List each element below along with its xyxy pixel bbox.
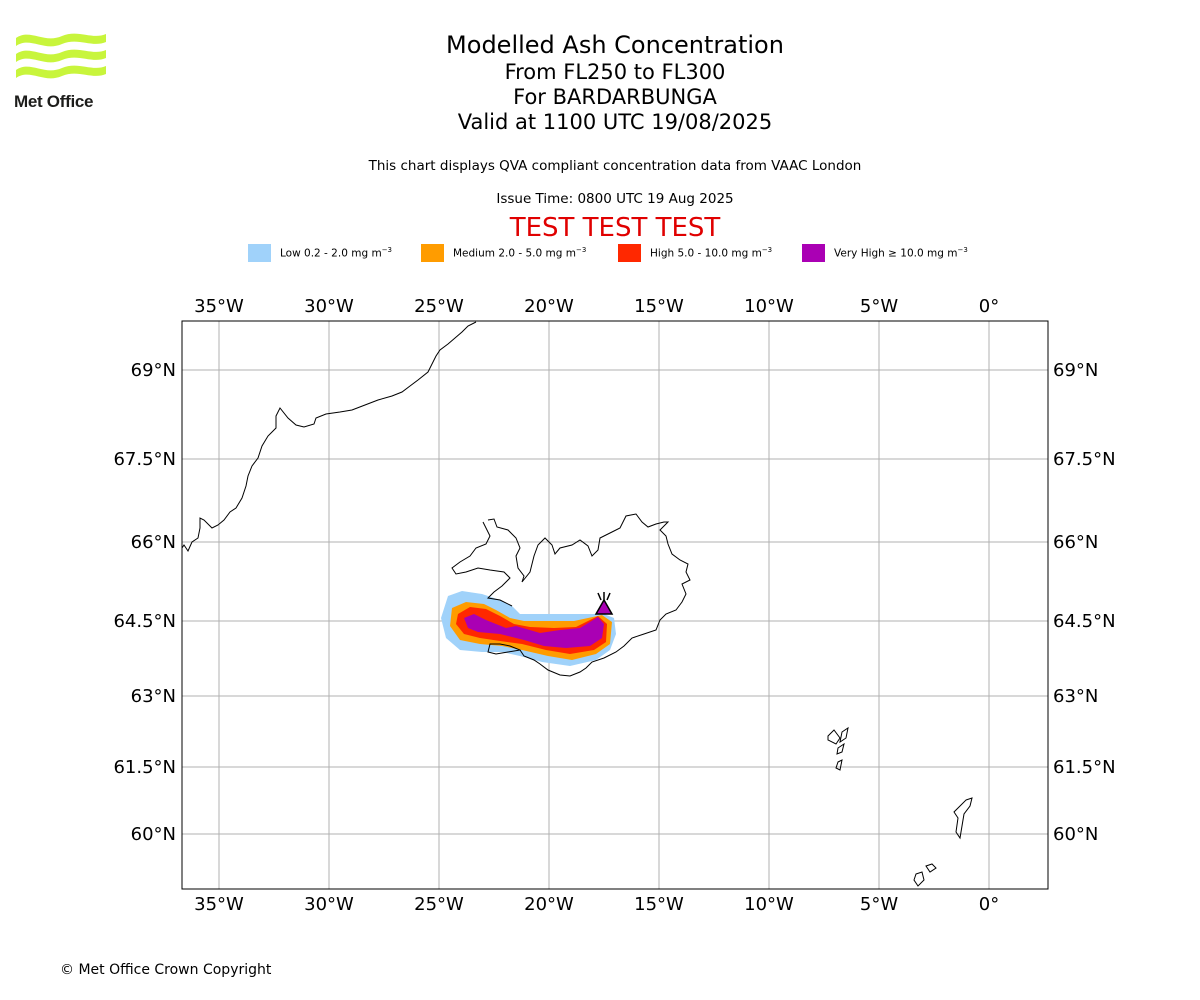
- iceland-west-coast: [451, 521, 513, 607]
- legend-exponent: −3: [957, 246, 968, 255]
- lat-label-left: 66°N: [131, 532, 176, 553]
- legend-item-medium: Medium 2.0 - 5.0 mg m−3: [421, 244, 586, 262]
- legend-label-low: Low 0.2 - 2.0 mg m: [280, 247, 382, 260]
- lat-label-left: 64.5°N: [113, 611, 176, 632]
- chart-title: Modelled Ash Concentration: [446, 31, 784, 59]
- lat-label-left: 63°N: [131, 686, 176, 707]
- shetland-islands: [953, 797, 973, 840]
- lat-label-right: 60°N: [1053, 824, 1098, 845]
- legend-swatch-medium: [421, 244, 444, 262]
- valid-time: Valid at 1100 UTC 19/08/2025: [457, 110, 773, 134]
- lat-label-right: 69°N: [1053, 360, 1098, 381]
- met-office-logo: Met Office: [14, 30, 110, 114]
- lon-label-top: 5°W: [860, 296, 898, 317]
- ash-very-high: [464, 614, 604, 648]
- logo-waves-icon: [16, 33, 106, 79]
- legend-item-low: Low 0.2 - 2.0 mg m−3: [248, 244, 392, 262]
- lon-label-bottom: 5°W: [860, 894, 898, 915]
- lon-label-top: 35°W: [194, 296, 244, 317]
- greenland-coastline: [181, 321, 477, 553]
- lat-label-right: 63°N: [1053, 686, 1098, 707]
- lon-label-top: 0°: [979, 296, 999, 317]
- chart-titles: Modelled Ash Concentration From FL250 to…: [365, 30, 865, 135]
- lat-label-right: 66°N: [1053, 532, 1098, 553]
- map-frame: [181, 320, 1049, 890]
- ash-cloud: [441, 591, 616, 666]
- legend-label-very-high: Very High ≥ 10.0 mg m: [834, 247, 958, 260]
- flight-levels: From FL250 to FL300: [504, 60, 726, 84]
- legend-swatch-low: [248, 244, 271, 262]
- lat-label-left: 61.5°N: [113, 757, 176, 778]
- test-banner: TEST TEST TEST: [509, 213, 721, 243]
- lat-label-left: 69°N: [131, 360, 176, 381]
- legend: Low 0.2 - 2.0 mg m−3 Medium 2.0 - 5.0 mg…: [0, 244, 1200, 264]
- lon-label-bottom: 15°W: [634, 894, 684, 915]
- lon-label-top: 10°W: [744, 296, 794, 317]
- lon-label-top: 30°W: [304, 296, 354, 317]
- lon-label-bottom: 30°W: [304, 894, 354, 915]
- lon-label-bottom: 25°W: [414, 894, 464, 915]
- lat-label-left: 60°N: [131, 824, 176, 845]
- issue-time: Issue Time: 0800 UTC 19 Aug 2025: [496, 191, 734, 207]
- lat-label-left: 67.5°N: [113, 449, 176, 470]
- right-latitude-labels: 69°N 67.5°N 66°N 64.5°N 63°N 61.5°N 60°N: [1053, 360, 1116, 845]
- orkney-islands: [913, 863, 937, 887]
- lon-label-bottom: 35°W: [194, 894, 244, 915]
- volcano-name: For BARDARBUNGA: [513, 85, 717, 109]
- lon-label-top: 25°W: [414, 296, 464, 317]
- lon-label-bottom: 20°W: [524, 894, 574, 915]
- lon-label-top: 15°W: [634, 296, 684, 317]
- legend-item-high: High 5.0 - 10.0 mg m−3: [618, 244, 772, 262]
- copyright-notice: © Met Office Crown Copyright: [60, 962, 272, 978]
- lat-label-right: 64.5°N: [1053, 611, 1116, 632]
- chart-description: This chart displays QVA compliant concen…: [368, 158, 862, 174]
- faroe-islands: [827, 726, 849, 771]
- legend-label-high: High 5.0 - 10.0 mg m: [650, 247, 762, 260]
- legend-swatch-very-high: [802, 244, 825, 262]
- legend-item-very-high: Very High ≥ 10.0 mg m−3: [802, 244, 968, 262]
- volcano-icon: [594, 592, 614, 615]
- lat-label-right: 61.5°N: [1053, 757, 1116, 778]
- lon-label-bottom: 10°W: [744, 894, 794, 915]
- left-latitude-labels: 69°N 67.5°N 66°N 64.5°N 63°N 61.5°N 60°N: [113, 360, 176, 845]
- iceland-coastline: [487, 513, 691, 677]
- lat-label-right: 67.5°N: [1053, 449, 1116, 470]
- top-longitude-labels: 35°W 30°W 25°W 20°W 15°W 10°W 5°W 0°: [194, 296, 999, 317]
- gridlines: [182, 321, 1048, 889]
- legend-label-medium: Medium 2.0 - 5.0 mg m: [453, 247, 576, 260]
- legend-exponent: −3: [761, 246, 773, 255]
- legend-exponent: −3: [575, 246, 587, 255]
- logo-text: Met Office: [14, 92, 94, 111]
- lon-label-bottom: 0°: [979, 894, 999, 915]
- lon-label-top: 20°W: [524, 296, 574, 317]
- bottom-longitude-labels: 35°W 30°W 25°W 20°W 15°W 10°W 5°W 0°: [194, 894, 999, 915]
- legend-exponent: −3: [381, 246, 393, 255]
- legend-swatch-high: [618, 244, 641, 262]
